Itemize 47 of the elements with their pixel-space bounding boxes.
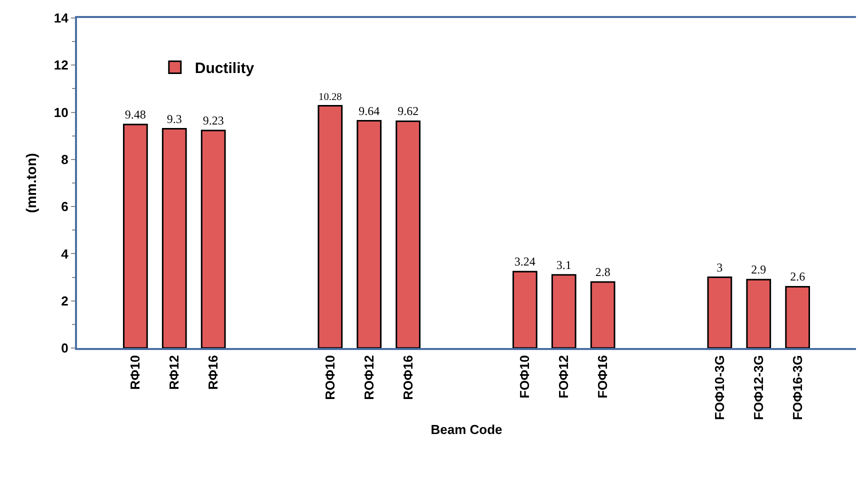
bar (122, 124, 148, 348)
x-tick-label: RΦ16 (206, 355, 221, 390)
y-tick-label: 0 (61, 340, 68, 356)
data-label: 9.64 (358, 104, 380, 118)
x-tick-label: FOΦ12-3G (750, 355, 766, 420)
x-tick-label: ROΦ10 (322, 355, 338, 400)
x-tick-label: FOΦ10-3G (712, 355, 727, 420)
y-tick-label: 6 (61, 199, 68, 214)
x-tick-label: FOΦ10 (517, 355, 532, 398)
data-label: 3.1 (556, 258, 572, 272)
data-label: 3 (716, 260, 723, 274)
bar (551, 274, 576, 348)
x-tick-label: RΦ10 (128, 355, 143, 390)
data-label: 9.62 (398, 104, 419, 118)
y-tick-label: 10 (54, 104, 68, 120)
data-label: 3.24 (514, 254, 536, 269)
bar (200, 130, 226, 348)
bar (590, 281, 616, 348)
y-axis-title: (mm.ton) (23, 153, 40, 213)
x-tick-label: FOΦ16 (595, 355, 610, 398)
y-tick-label: 14 (54, 10, 70, 26)
y-tick-label: 4 (61, 246, 70, 262)
data-label: 9.23 (202, 113, 224, 128)
bar (318, 104, 343, 348)
x-tick-label: ROΦ16 (400, 355, 416, 400)
x-tick-label: ROΦ12 (361, 355, 376, 400)
x-axis-title: Beam Code (430, 422, 502, 438)
y-tick-label: 12 (54, 58, 68, 73)
data-label: 2.9 (751, 262, 766, 277)
bar (356, 120, 382, 348)
bar (396, 120, 421, 348)
data-label: 9.3 (166, 112, 182, 126)
data-label: 10.28 (318, 92, 342, 104)
data-label: 2.6 (790, 270, 806, 284)
legend-label: Ductility (194, 60, 255, 78)
bar (162, 128, 187, 348)
x-tick-label: FOΦ12 (556, 355, 572, 398)
x-tick-label: FOΦ16-3G (790, 355, 805, 420)
bar (707, 276, 732, 348)
bar (512, 270, 538, 348)
y-tick-label: 8 (61, 152, 68, 167)
data-label: 9.48 (124, 108, 146, 122)
y-tick-label: 2 (61, 293, 68, 308)
bar (746, 278, 772, 348)
bar (785, 286, 810, 348)
data-label: 2.8 (595, 265, 610, 279)
x-tick-label: RΦ12 (166, 355, 182, 390)
